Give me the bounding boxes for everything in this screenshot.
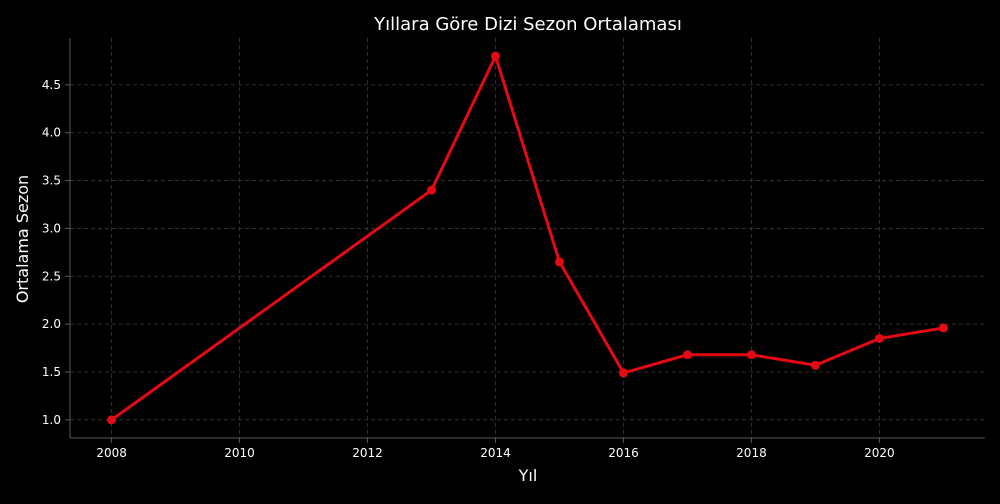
data-point (682, 350, 692, 360)
y-tick-label: 3.5 (42, 174, 61, 188)
series-line (110, 54, 945, 422)
tick-layer: 2008 2010 2012 2014 2016 2018 2020 1.0 1.5 2.0 2.5… (42, 78, 895, 460)
x-axis-label: Yıl (518, 466, 538, 485)
data-point (938, 323, 948, 333)
data-point (810, 360, 820, 370)
y-tick-label: 2.5 (42, 269, 61, 283)
x-tick-label: 2018 (736, 446, 767, 460)
x-tick-label: 2016 (608, 446, 639, 460)
y-axis-label: Ortalama Sezon (13, 175, 32, 303)
grid-layer (70, 38, 985, 438)
x-tick-label: 2012 (352, 446, 383, 460)
axis-layer (69, 38, 985, 439)
y-tick-label: 1.0 (42, 413, 61, 427)
data-point (554, 257, 564, 267)
series-layer (107, 51, 948, 425)
data-point (107, 415, 117, 425)
chart-title: Yıllara Göre Dizi Sezon Ortalaması (373, 14, 682, 35)
data-point (746, 350, 756, 360)
data-point (618, 368, 628, 378)
data-point (491, 51, 501, 61)
x-tick-label: 2014 (480, 446, 511, 460)
y-tick-label: 2.0 (42, 317, 61, 331)
y-tick-label: 1.5 (42, 365, 61, 379)
x-tick-label: 2010 (224, 446, 255, 460)
x-tick-label: 2020 (864, 446, 895, 460)
y-tick-label: 3.0 (42, 221, 61, 235)
y-tick-label: 4.0 (42, 126, 61, 140)
y-tick-label: 4.5 (42, 78, 61, 92)
x-tick-label: 2008 (96, 446, 127, 460)
data-point (874, 333, 884, 343)
data-point (427, 185, 437, 195)
